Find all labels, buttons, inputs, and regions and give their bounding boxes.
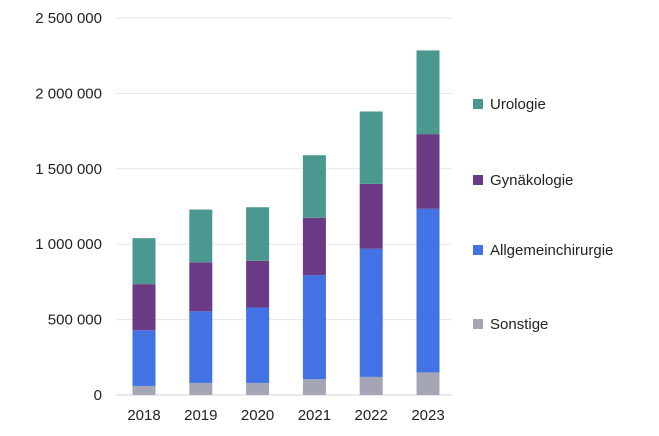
bar-segment-sonstige-2018 [132, 385, 156, 395]
bar-segment-allgemeinchirurgie-2021 [302, 275, 326, 380]
legend: Urologie Gynäkologie Allgemeinchirurgie Son… [473, 96, 613, 333]
bar-segment-allgemeinchirurgie-2023 [416, 208, 440, 373]
x-tick-label: 2020 [241, 407, 274, 424]
legend-item: Gynäkologie [473, 172, 573, 189]
y-tick-label: 2 500 000 [35, 10, 102, 27]
x-tick-label: 2022 [355, 407, 388, 424]
bar-segment-gynaekologie-2019 [189, 262, 213, 312]
legend-label: Allgemeinchirurgie [490, 242, 613, 259]
bar-segment-urologie-2019 [189, 209, 213, 263]
gridlines [116, 17, 452, 396]
bar-segment-sonstige-2021 [302, 379, 326, 395]
legend-swatch [473, 319, 483, 329]
bar-segment-gynaekologie-2020 [246, 260, 270, 308]
y-tick-label: 1 500 000 [35, 161, 102, 178]
bar-segment-urologie-2023 [416, 50, 440, 135]
legend-item: Urologie [473, 96, 546, 113]
y-tick-label: 500 000 [48, 312, 102, 329]
y-tick-label: 2 000 000 [35, 85, 102, 102]
bars [132, 50, 440, 395]
legend-item: Sonstige [473, 316, 548, 333]
bar-segment-urologie-2022 [359, 111, 383, 184]
legend-item: Allgemeinchirurgie [473, 242, 613, 259]
y-tick-label: 1 000 000 [35, 236, 102, 253]
y-axis-tick-labels: 0 500 000 1 000 000 1 500 000 2 000 000 2 500… [35, 10, 102, 404]
bar-segment-gynaekologie-2023 [416, 134, 440, 209]
bar-segment-urologie-2018 [132, 238, 156, 285]
legend-swatch [473, 245, 483, 255]
bar-segment-sonstige-2020 [246, 382, 270, 395]
y-tick-label: 0 [94, 387, 102, 404]
bar-segment-sonstige-2019 [189, 382, 213, 395]
legend-label: Gynäkologie [490, 172, 573, 189]
bar-segment-allgemeinchirurgie-2022 [359, 248, 383, 377]
bar-segment-gynaekologie-2022 [359, 183, 383, 249]
legend-label: Sonstige [490, 316, 548, 333]
bar-segment-urologie-2021 [302, 155, 326, 218]
bar-segment-allgemeinchirurgie-2020 [246, 307, 270, 383]
bar-segment-urologie-2020 [246, 207, 270, 261]
bar-segment-allgemeinchirurgie-2019 [189, 311, 213, 383]
bar-segment-sonstige-2022 [359, 376, 383, 395]
legend-label: Urologie [490, 96, 546, 113]
legend-swatch [473, 175, 483, 185]
x-tick-label: 2021 [298, 407, 331, 424]
bar-segment-gynaekologie-2018 [132, 284, 156, 331]
x-tick-label: 2019 [184, 407, 217, 424]
x-tick-label: 2018 [127, 407, 160, 424]
bar-segment-sonstige-2023 [416, 372, 440, 395]
bar-segment-allgemeinchirurgie-2018 [132, 330, 156, 386]
x-tick-label: 2023 [411, 407, 444, 424]
bar-segment-gynaekologie-2021 [302, 217, 326, 276]
legend-swatch [473, 99, 483, 109]
x-axis-tick-labels: 2018 2019 2020 2021 2022 2023 [127, 407, 444, 424]
